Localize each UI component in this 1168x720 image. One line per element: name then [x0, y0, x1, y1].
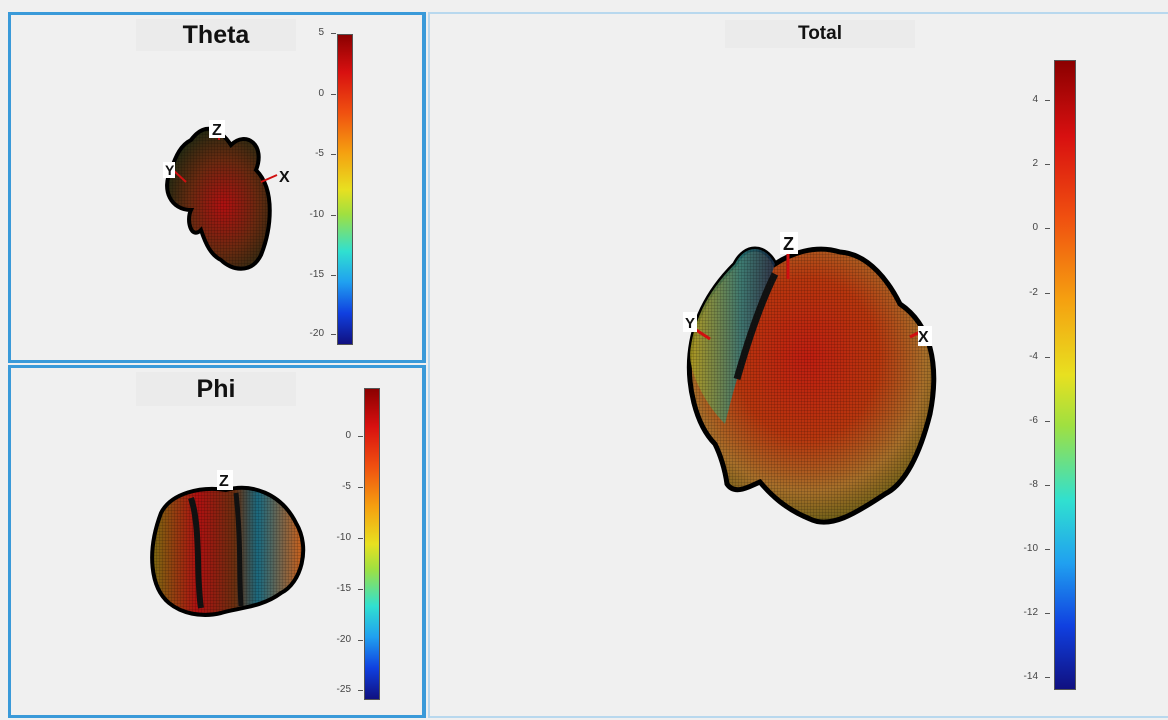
total-3d-pattern[interactable]: Z X Y	[675, 224, 955, 534]
phi-cbar-tick: -15	[321, 583, 363, 594]
theta-cbar-tick: -5	[294, 148, 336, 159]
theta-z-label: Z	[212, 122, 222, 139]
phi-colorbar	[364, 388, 380, 700]
total-cbar-tick: -4	[1008, 351, 1050, 362]
phi-cbar-tick: -25	[321, 684, 363, 695]
phi-3d-pattern[interactable]: Z	[141, 468, 316, 628]
theta-colorbar	[337, 34, 353, 345]
total-cbar-tick: -8	[1008, 479, 1050, 490]
total-cbar-tick: 2	[1008, 158, 1050, 169]
total-title: Total	[725, 20, 915, 48]
theta-cbar-tick: -15	[294, 269, 336, 280]
total-x-label: X	[918, 329, 929, 346]
theta-cbar-tick: 0	[294, 88, 336, 99]
theta-cbar-tick: -20	[294, 328, 336, 339]
total-cbar-tick: -12	[1008, 607, 1050, 618]
phi-cbar-tick: -5	[321, 481, 363, 492]
total-y-label: Y	[685, 315, 695, 332]
phi-title: Phi	[136, 372, 296, 406]
total-panel: Total Z X Y 4 2 0	[428, 12, 1168, 718]
theta-x-label: X	[279, 169, 290, 186]
phi-cbar-tick: -20	[321, 634, 363, 645]
total-cbar-tick: -6	[1008, 415, 1050, 426]
theta-cbar-tick: -10	[294, 209, 336, 220]
total-cbar-tick: -2	[1008, 287, 1050, 298]
theta-y-label: Y	[165, 162, 175, 178]
theta-cbar-tick: 5	[294, 27, 336, 38]
total-colorbar	[1054, 60, 1076, 690]
total-z-label: Z	[783, 234, 794, 254]
theta-title: Theta	[136, 19, 296, 51]
phi-cbar-tick: -10	[321, 532, 363, 543]
theta-3d-pattern[interactable]: Z X Y	[151, 110, 291, 280]
theta-panel: Theta Z X Y 5 0 -5 -10 -15 -20	[8, 12, 426, 363]
total-cbar-tick: 4	[1008, 94, 1050, 105]
total-cbar-tick: -10	[1008, 543, 1050, 554]
phi-panel: Phi Z 0 -5 -10 -15 -20 -25	[8, 365, 426, 718]
phi-z-label: Z	[219, 473, 229, 490]
phi-cbar-tick: 0	[321, 430, 363, 441]
total-cbar-tick: -14	[1008, 671, 1050, 682]
total-cbar-tick: 0	[1008, 222, 1050, 233]
